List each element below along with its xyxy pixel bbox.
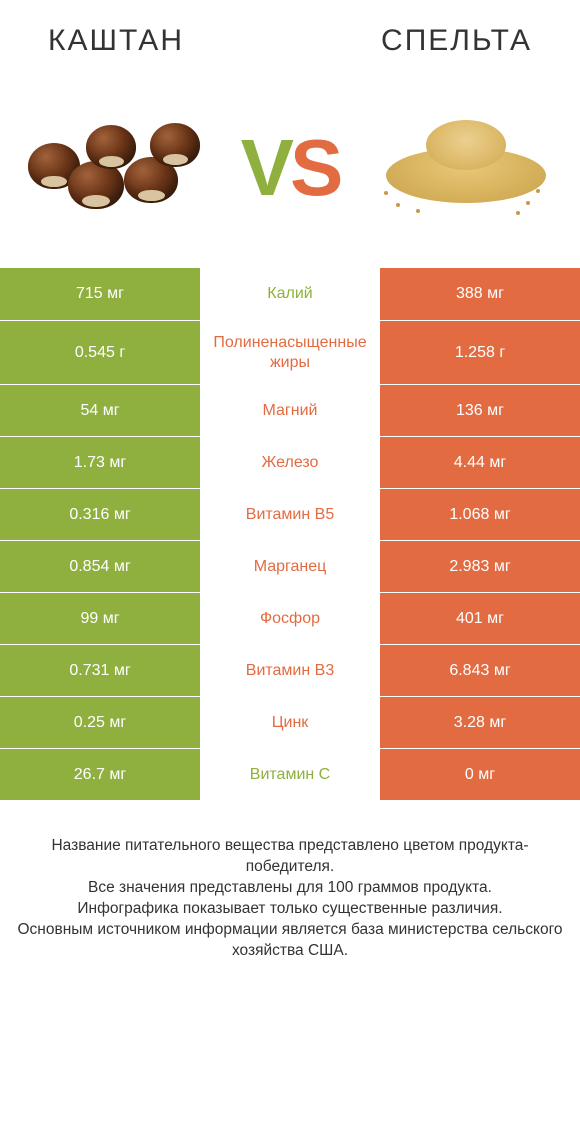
left-value-cell: 0.545 г xyxy=(0,321,200,384)
right-value-cell: 0 мг xyxy=(380,749,580,800)
nutrient-label-cell: Фосфор xyxy=(200,593,380,644)
footer-line: Все значения представлены для 100 граммо… xyxy=(16,878,564,899)
table-row: 26.7 мгВитамин C0 мг xyxy=(0,748,580,800)
left-value-cell: 0.25 мг xyxy=(0,697,200,748)
right-value-cell: 3.28 мг xyxy=(380,697,580,748)
nutrient-label-cell: Цинк xyxy=(200,697,380,748)
right-value-cell: 4.44 мг xyxy=(380,437,580,488)
nutrient-label-cell: Витамин B3 xyxy=(200,645,380,696)
nutrient-label-cell: Железо xyxy=(200,437,380,488)
left-value-cell: 26.7 мг xyxy=(0,749,200,800)
vs-s: S xyxy=(290,123,339,212)
nutrient-label-cell: Калий xyxy=(200,268,380,320)
table-row: 0.731 мгВитамин B36.843 мг xyxy=(0,644,580,696)
vs-label: VS xyxy=(241,128,340,208)
table-row: 0.545 гПолиненасыщенные жиры1.258 г xyxy=(0,320,580,384)
infographic-container: КАШТАН СПЕЛЬТА VS xyxy=(0,0,580,962)
table-row: 0.316 мгВитамин B51.068 мг xyxy=(0,488,580,540)
right-food-title: СПЕЛЬТА xyxy=(381,24,532,58)
footer-line: Название питательного вещества представл… xyxy=(16,836,564,878)
nutrient-label-cell: Полиненасыщенные жиры xyxy=(200,321,380,384)
left-value-cell: 1.73 мг xyxy=(0,437,200,488)
left-value-cell: 0.316 мг xyxy=(0,489,200,540)
right-value-cell: 388 мг xyxy=(380,268,580,320)
left-value-cell: 99 мг xyxy=(0,593,200,644)
spelt-image xyxy=(376,108,556,228)
nutrient-label-cell: Магний xyxy=(200,385,380,436)
right-value-cell: 2.983 мг xyxy=(380,541,580,592)
right-value-cell: 136 мг xyxy=(380,385,580,436)
table-row: 715 мгКалий388 мг xyxy=(0,268,580,320)
left-food-title: КАШТАН xyxy=(48,24,184,58)
footer-notes: Название питательного вещества представл… xyxy=(0,800,580,962)
table-row: 1.73 мгЖелезо4.44 мг xyxy=(0,436,580,488)
left-value-cell: 54 мг xyxy=(0,385,200,436)
chestnut-image xyxy=(24,108,204,228)
footer-line: Основным источником информации является … xyxy=(16,920,564,962)
right-value-cell: 6.843 мг xyxy=(380,645,580,696)
nutrient-label-cell: Витамин B5 xyxy=(200,489,380,540)
footer-line: Инфографика показывает только существенн… xyxy=(16,899,564,920)
nutrient-label-cell: Витамин C xyxy=(200,749,380,800)
images-row: VS xyxy=(0,58,580,268)
left-value-cell: 0.731 мг xyxy=(0,645,200,696)
table-row: 0.854 мгМарганец2.983 мг xyxy=(0,540,580,592)
right-value-cell: 1.258 г xyxy=(380,321,580,384)
right-value-cell: 401 мг xyxy=(380,593,580,644)
left-value-cell: 715 мг xyxy=(0,268,200,320)
nutrient-table: 715 мгКалий388 мг0.545 гПолиненасыщенные… xyxy=(0,268,580,800)
table-row: 99 мгФосфор401 мг xyxy=(0,592,580,644)
titles-row: КАШТАН СПЕЛЬТА xyxy=(0,0,580,58)
vs-v: V xyxy=(241,123,290,212)
right-value-cell: 1.068 мг xyxy=(380,489,580,540)
table-row: 0.25 мгЦинк3.28 мг xyxy=(0,696,580,748)
nutrient-label-cell: Марганец xyxy=(200,541,380,592)
left-value-cell: 0.854 мг xyxy=(0,541,200,592)
table-row: 54 мгМагний136 мг xyxy=(0,384,580,436)
